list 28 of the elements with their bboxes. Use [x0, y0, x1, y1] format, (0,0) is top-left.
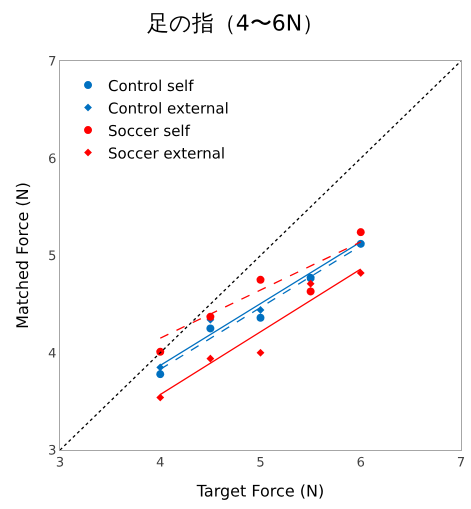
legend-label: Control external: [108, 99, 229, 118]
point: [356, 269, 365, 277]
point: [306, 280, 315, 288]
point: [256, 348, 264, 357]
legend-label: Soccer external: [108, 144, 226, 162]
point: [156, 348, 164, 356]
x-tick-label: 6: [356, 456, 365, 471]
x-tick-label: 5: [256, 456, 265, 471]
legend-label: Control self: [108, 76, 194, 95]
x-tick-label: 4: [156, 456, 164, 471]
point: [206, 324, 214, 332]
point: [356, 228, 365, 236]
x-axis-title: Target Force (N): [196, 481, 324, 500]
y-tick-label: 6: [48, 152, 56, 167]
y-tick-label: 4: [48, 346, 56, 362]
chart-title: 足の指（4〜6N）: [146, 12, 324, 37]
point: [256, 314, 264, 322]
y-tick-label: 5: [48, 249, 56, 264]
y-tick-label: 7: [48, 54, 56, 70]
point: [156, 394, 164, 402]
y-axis-title: Matched Force (N): [13, 182, 32, 329]
legend-label: Soccer self: [108, 122, 191, 140]
y-tick-label: 3: [48, 444, 56, 459]
point: [206, 354, 214, 362]
x-tick-label: 7: [456, 456, 466, 471]
point: [306, 287, 315, 296]
point: [256, 276, 264, 284]
point: [156, 370, 164, 378]
